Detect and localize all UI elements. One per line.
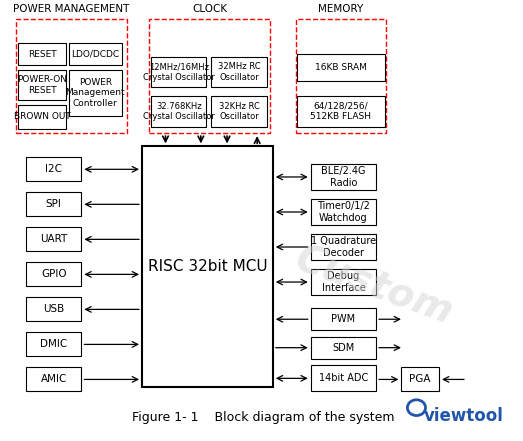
FancyBboxPatch shape — [211, 56, 267, 87]
FancyBboxPatch shape — [26, 333, 82, 356]
Text: Debug
Interface: Debug Interface — [322, 271, 365, 293]
FancyBboxPatch shape — [26, 192, 82, 217]
FancyBboxPatch shape — [311, 164, 376, 190]
Text: Timer0/1/2
Watchdog: Timer0/1/2 Watchdog — [317, 201, 370, 223]
Text: Custom: Custom — [290, 240, 458, 333]
FancyBboxPatch shape — [18, 70, 66, 101]
FancyBboxPatch shape — [142, 146, 273, 387]
FancyBboxPatch shape — [311, 269, 376, 295]
Text: PWM: PWM — [332, 314, 356, 324]
FancyBboxPatch shape — [26, 157, 82, 181]
FancyBboxPatch shape — [18, 105, 66, 129]
Text: PGA: PGA — [410, 374, 431, 385]
FancyBboxPatch shape — [151, 96, 207, 127]
FancyBboxPatch shape — [295, 19, 386, 133]
Text: POWER MANAGEMENT: POWER MANAGEMENT — [13, 4, 130, 14]
Text: AMIC: AMIC — [41, 374, 67, 385]
Text: RISC 32bit MCU: RISC 32bit MCU — [147, 259, 267, 274]
FancyBboxPatch shape — [211, 96, 267, 127]
FancyBboxPatch shape — [311, 308, 376, 330]
Text: I2C: I2C — [46, 164, 62, 174]
FancyBboxPatch shape — [311, 234, 376, 260]
Text: POWER
Management
Controller: POWER Management Controller — [65, 78, 125, 108]
FancyBboxPatch shape — [297, 96, 385, 127]
Text: USB: USB — [43, 304, 64, 314]
Text: 14bit ADC: 14bit ADC — [319, 374, 368, 383]
FancyBboxPatch shape — [26, 262, 82, 286]
Text: 32KHz RC
Oscillator: 32KHz RC Oscillator — [219, 101, 259, 121]
FancyBboxPatch shape — [18, 44, 66, 65]
Text: POWER-ON
RESET: POWER-ON RESET — [17, 75, 67, 95]
FancyBboxPatch shape — [69, 70, 122, 116]
Text: viewtool: viewtool — [424, 407, 504, 425]
FancyBboxPatch shape — [311, 199, 376, 225]
Text: Figure 1- 1    Block diagram of the system: Figure 1- 1 Block diagram of the system — [132, 411, 394, 424]
Text: BLE/2.4G
Radio: BLE/2.4G Radio — [321, 166, 366, 188]
Text: 16KB SRAM: 16KB SRAM — [315, 63, 367, 72]
Text: RESET: RESET — [28, 50, 56, 59]
Text: 32.768KHz
Crystal Oscillator: 32.768KHz Crystal Oscillator — [143, 101, 214, 121]
Text: MEMORY: MEMORY — [319, 4, 363, 14]
Text: SDM: SDM — [332, 343, 355, 353]
FancyBboxPatch shape — [16, 19, 127, 133]
FancyBboxPatch shape — [311, 337, 376, 359]
Text: 1 Quadrature
Decoder: 1 Quadrature Decoder — [311, 236, 376, 258]
Text: LDO/DCDC: LDO/DCDC — [71, 50, 119, 59]
Text: GPIO: GPIO — [41, 269, 66, 279]
Text: UART: UART — [40, 234, 67, 244]
Text: 12MHz/16MHz
Crystal Oscillator: 12MHz/16MHz Crystal Oscillator — [143, 62, 214, 82]
FancyBboxPatch shape — [26, 227, 82, 251]
FancyBboxPatch shape — [26, 297, 82, 321]
FancyBboxPatch shape — [69, 44, 122, 65]
FancyBboxPatch shape — [311, 365, 376, 392]
Text: 32MHz RC
Oscillator: 32MHz RC Oscillator — [218, 62, 260, 82]
Text: DMIC: DMIC — [40, 340, 67, 349]
Text: CLOCK: CLOCK — [192, 4, 228, 14]
FancyBboxPatch shape — [26, 367, 82, 392]
FancyBboxPatch shape — [401, 367, 439, 392]
FancyBboxPatch shape — [150, 19, 270, 133]
Text: 64/128/256/
512KB FLASH: 64/128/256/ 512KB FLASH — [310, 101, 371, 121]
FancyBboxPatch shape — [151, 56, 207, 87]
Text: SPI: SPI — [46, 199, 62, 209]
FancyBboxPatch shape — [297, 54, 385, 81]
Text: BROWN OUT: BROWN OUT — [14, 112, 71, 121]
